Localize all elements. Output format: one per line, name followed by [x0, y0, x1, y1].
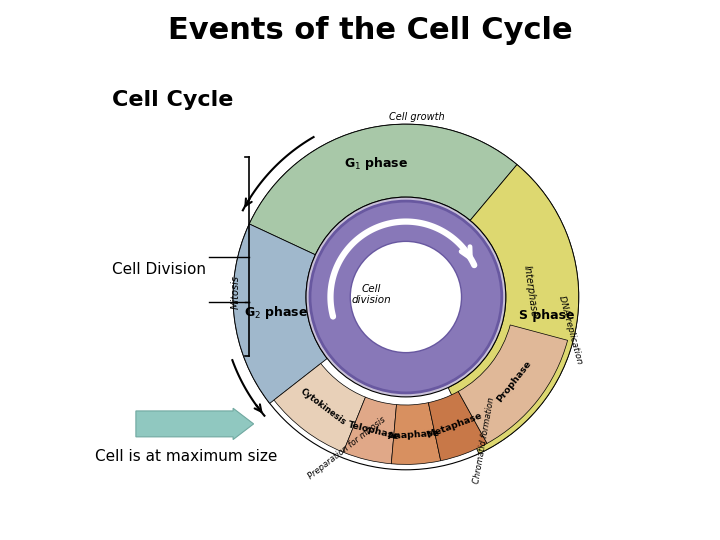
Text: Cell Division: Cell Division — [112, 262, 206, 278]
Wedge shape — [458, 325, 567, 443]
Text: Cytokinesis: Cytokinesis — [299, 387, 348, 427]
Text: Cell growth: Cell growth — [389, 111, 444, 122]
Text: G$_1$ phase: G$_1$ phase — [344, 156, 408, 172]
Circle shape — [351, 242, 461, 352]
Wedge shape — [233, 224, 327, 403]
Text: S phase: S phase — [518, 309, 574, 322]
Wedge shape — [310, 201, 502, 393]
Wedge shape — [249, 124, 517, 255]
Text: Mitosis: Mitosis — [231, 275, 240, 308]
Circle shape — [306, 197, 505, 397]
Wedge shape — [448, 165, 579, 454]
Text: Cell
division: Cell division — [351, 284, 391, 305]
Text: Interphase: Interphase — [522, 265, 539, 318]
Text: Cell is at maximum size: Cell is at maximum size — [95, 449, 278, 464]
Wedge shape — [428, 392, 487, 461]
Text: Telophase: Telophase — [347, 420, 401, 442]
Text: Metaphase: Metaphase — [425, 411, 483, 441]
Text: Prophase: Prophase — [495, 359, 534, 404]
Circle shape — [233, 124, 579, 470]
Text: G$_2$ phase: G$_2$ phase — [243, 304, 308, 321]
Wedge shape — [391, 403, 441, 464]
Text: Anaphase: Anaphase — [388, 428, 441, 441]
Wedge shape — [274, 363, 366, 452]
Text: Cell Cycle: Cell Cycle — [112, 90, 233, 110]
Text: Chromatid formation: Chromatid formation — [472, 396, 496, 484]
Text: Preparation for mitosis: Preparation for mitosis — [306, 415, 387, 481]
Wedge shape — [343, 397, 397, 464]
FancyArrow shape — [136, 408, 253, 440]
Text: Events of the Cell Cycle: Events of the Cell Cycle — [168, 16, 573, 45]
Text: DNA replication: DNA replication — [557, 294, 584, 364]
